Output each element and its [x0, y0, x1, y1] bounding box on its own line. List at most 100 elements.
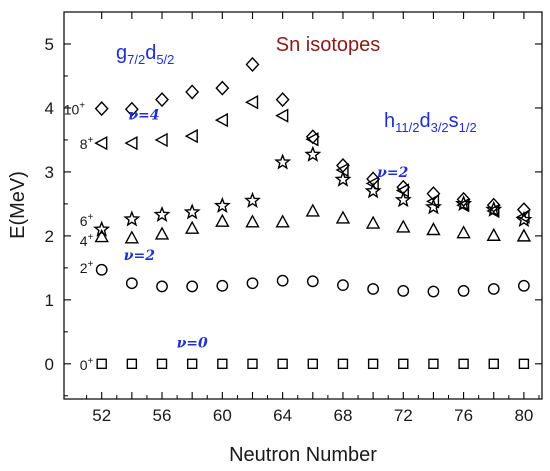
- star-marker: [394, 191, 412, 208]
- square-marker: [488, 358, 499, 370]
- star-marker: [274, 153, 292, 170]
- triangle-up-marker: [305, 203, 320, 217]
- data-markers: [93, 56, 533, 370]
- diamond-marker: [305, 129, 320, 145]
- triangle-up-marker: [396, 219, 411, 233]
- triangle-up-marker: [184, 220, 200, 234]
- diamond-marker: [486, 197, 501, 213]
- triangle-left-marker: [245, 95, 259, 110]
- circle-marker: [518, 279, 530, 292]
- star-marker: [213, 196, 231, 214]
- diamond-marker: [124, 101, 139, 117]
- square-marker: [277, 358, 288, 370]
- triangle-up-marker: [516, 228, 532, 242]
- diamond-marker: [245, 56, 260, 72]
- diamond-marker: [94, 101, 109, 117]
- triangle-left-marker: [184, 128, 198, 144]
- circle-marker: [216, 279, 229, 292]
- state-label: 10+: [64, 101, 86, 118]
- triangle-left-marker: [516, 209, 530, 224]
- star-marker: [304, 145, 322, 162]
- circle-marker: [397, 284, 410, 297]
- triangle-up-marker: [124, 230, 140, 244]
- plot-frame: [63, 11, 543, 400]
- triangle-up-marker: [426, 222, 441, 236]
- y-axis-title: E(MeV): [7, 171, 29, 239]
- state-label: 6+: [80, 212, 94, 229]
- diamond-marker: [366, 171, 381, 187]
- seniority-label: ν=2: [124, 248, 155, 264]
- x-tick-label: 76: [454, 406, 473, 425]
- circle-marker: [457, 284, 470, 297]
- square-marker: [156, 358, 168, 370]
- triangle-up-marker: [275, 214, 290, 228]
- state-label: 8+: [80, 135, 94, 152]
- chart-title: Sn isotopes: [276, 34, 381, 56]
- x-axis-title: Neutron Number: [229, 444, 377, 466]
- square-marker: [186, 358, 198, 370]
- star-marker: [93, 220, 111, 237]
- x-tick-label: 68: [333, 406, 352, 425]
- diamond-marker: [275, 92, 290, 108]
- triangle-left-marker: [214, 112, 229, 128]
- triangle-up-marker: [154, 226, 170, 240]
- circle-marker: [306, 275, 319, 288]
- tick-labels: 52 56 60 64 68 72 76 80 0 1 2 3 4 5: [45, 35, 534, 425]
- state-label: 2+: [80, 259, 94, 276]
- state-label: 4+: [80, 232, 94, 249]
- circle-marker: [276, 274, 289, 287]
- seniority-label: ν=0: [177, 336, 208, 352]
- x-tick-label: 64: [273, 406, 292, 425]
- triangle-left-marker: [275, 108, 289, 123]
- y-tick-label: 4: [45, 99, 54, 118]
- diamond-marker: [426, 186, 441, 202]
- star-marker: [153, 205, 171, 223]
- triangle-left-marker: [124, 135, 138, 151]
- diamond-marker: [215, 80, 230, 96]
- x-tick-label: 52: [92, 406, 111, 425]
- y-tick-label: 2: [45, 227, 54, 246]
- circle-marker: [427, 285, 440, 298]
- triangle-up-marker: [245, 214, 260, 228]
- circle-marker: [95, 263, 108, 276]
- diamond-marker: [396, 179, 411, 195]
- triangle-left-marker: [94, 135, 108, 151]
- y-tick-label: 3: [45, 163, 54, 182]
- star-marker: [243, 191, 261, 208]
- circle-marker: [125, 277, 138, 290]
- circle-marker: [186, 280, 199, 293]
- triangle-left-marker: [486, 203, 500, 219]
- square-marker: [428, 358, 439, 370]
- star-marker: [183, 203, 201, 220]
- circle-marker: [246, 277, 259, 290]
- square-marker: [337, 358, 349, 370]
- square-marker: [307, 358, 319, 370]
- square-marker: [398, 358, 409, 370]
- square-marker: [367, 358, 379, 370]
- triangle-up-marker: [215, 213, 230, 227]
- triangle-left-marker: [154, 132, 168, 148]
- triangle-up-marker: [94, 229, 109, 243]
- square-marker: [458, 358, 469, 370]
- circle-marker: [156, 280, 168, 293]
- triangle-up-marker: [456, 225, 471, 239]
- square-marker: [126, 358, 138, 370]
- triangle-up-marker: [486, 227, 501, 241]
- square-marker: [247, 358, 258, 370]
- triangle-left-marker: [456, 198, 470, 213]
- diamond-marker: [516, 202, 531, 218]
- square-marker: [217, 358, 228, 370]
- triangle-up-marker: [335, 210, 351, 224]
- triangle-left-marker: [425, 194, 440, 209]
- star-marker: [334, 170, 352, 187]
- y-tick-label: 0: [45, 355, 54, 374]
- seniority-label: ν=2: [377, 165, 408, 181]
- y-tick-label: 5: [45, 35, 54, 54]
- state-label: 0+: [80, 356, 94, 373]
- orbital-label-right: h11/2d3/2s1/2: [384, 110, 477, 135]
- annotations: 0+ 2+ 4+ 6+ 8+ 10+ ν=0 ν=2 ν=4 ν=2 g7/2d5/2 h11/2d3…: [64, 42, 477, 373]
- circle-marker: [367, 283, 380, 295]
- circle-marker: [487, 283, 500, 295]
- square-marker: [518, 358, 530, 370]
